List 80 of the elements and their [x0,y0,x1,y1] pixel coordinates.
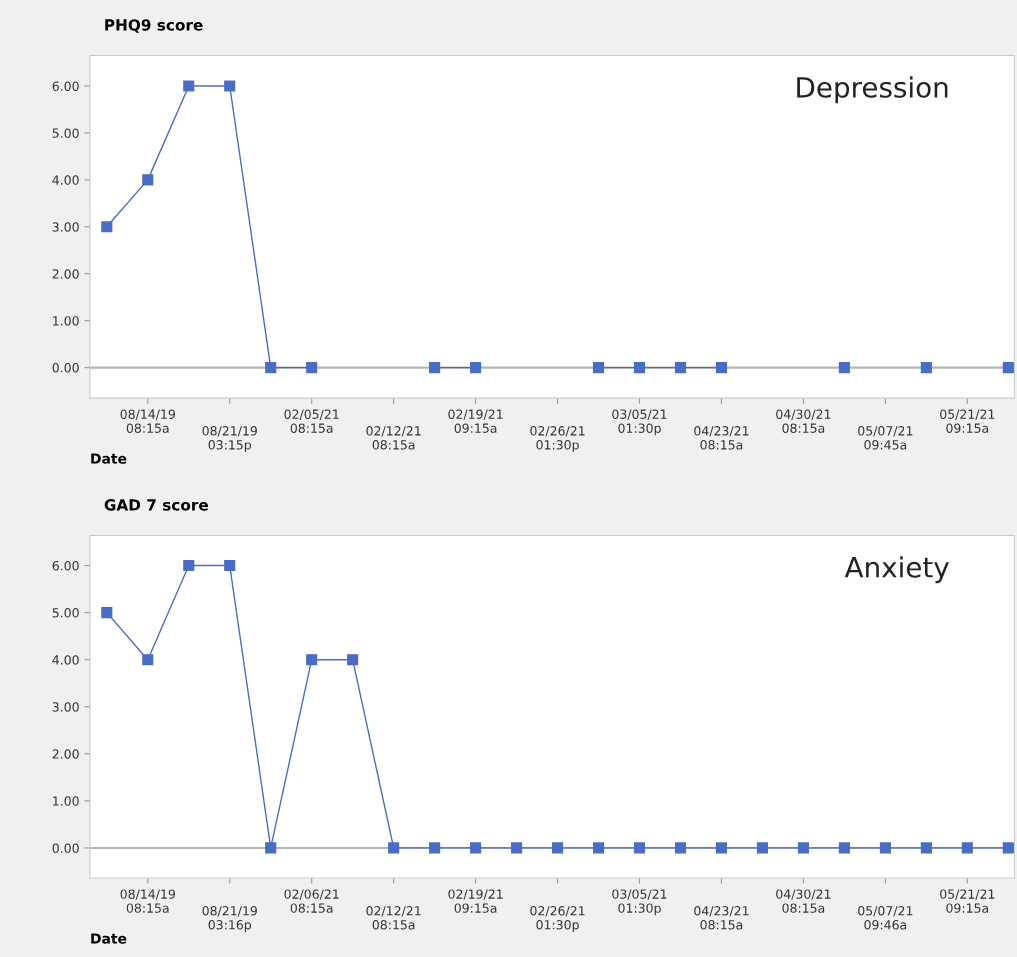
x-tick-label: 05/07/21 09:45a [858,426,913,450]
point [552,842,564,854]
point [633,362,646,374]
point [142,654,154,666]
point [715,362,728,374]
point [592,362,605,374]
point [306,654,318,666]
x-tick-label: 05/21/21 09:15a [940,889,995,913]
point [183,560,195,572]
y-tick-label: 3.00 [52,222,79,232]
point [470,362,482,374]
x-tick-label: 02/12/21 08:15a [366,906,421,930]
x-axis-title: Date [91,933,127,944]
point [388,842,400,854]
x-tick-label: 02/19/21 09:15a [448,889,503,913]
x-tick-label: 03/05/21 01:30p [612,409,667,436]
y-tick-label: 2.00 [52,749,79,759]
x-tick-label: 05/07/21 09:46a [858,906,913,930]
x-tick-label: 08/14/19 08:15a [120,889,175,913]
y-tick-label: 1.00 [53,316,79,326]
point [224,560,236,572]
point [1002,842,1014,854]
point [838,842,850,854]
point [183,80,195,92]
x-tick-label: 02/26/21 01:30p [530,426,585,452]
x-tick-label: 08/21/19 03:16p [202,906,257,932]
annotation: Depression [797,76,948,104]
y-tick-label: 5.00 [52,128,79,138]
x-tick-label: 05/21/21 09:15a [940,409,995,433]
point [633,842,646,854]
point [265,362,277,374]
point [142,174,154,186]
point [920,842,932,854]
y-tick-label: 3.00 [52,702,79,712]
y-tick-label: 5.00 [52,608,79,618]
point [1002,362,1014,374]
x-tick-label: 08/14/19 08:15a [120,409,175,433]
x-tick-label: 03/05/21 01:30p [612,889,667,916]
point [429,362,441,374]
point [306,362,318,374]
point [756,842,769,854]
x-tick-label: 04/30/21 08:15a [776,889,831,913]
y-tick-label: 4.00 [52,655,79,665]
y-tick-label: 2.00 [52,269,79,279]
point [920,362,932,374]
y-tick-label: 6.00 [52,561,79,571]
chart-title: PHQ9 score [105,19,203,33]
point [429,842,441,854]
point [511,842,523,854]
x-tick-label: 04/23/21 08:15a [694,426,749,450]
x-tick-label: 02/26/21 01:30p [530,906,585,932]
x-tick-label: 04/30/21 08:15a [776,409,831,433]
x-tick-label: 04/23/21 08:15a [694,906,749,930]
point [797,842,809,854]
x-axis-title: Date [91,453,127,464]
x-tick-label: 02/19/21 09:15a [448,409,503,433]
point [224,80,236,92]
point [470,842,482,854]
point [101,607,113,619]
y-tick-label: 4.00 [52,175,79,185]
y-tick-label: 0.00 [52,363,79,373]
y-tick-label: 1.00 [53,796,79,806]
point [265,842,277,854]
y-tick-label: 6.00 [52,81,79,91]
x-tick-label: 02/05/21 08:15a [284,409,339,433]
point [715,842,728,854]
annotation: Anxiety [844,556,949,584]
chart-title: GAD 7 score [104,499,208,511]
x-tick-label: 08/21/19 03:15p [202,426,257,452]
x-tick-label: 02/06/21 08:15a [284,889,339,913]
point [592,842,605,854]
y-tick-label: 0.00 [52,843,79,853]
point [674,362,687,374]
x-tick-label: 02/12/21 08:15a [366,426,421,450]
point [838,362,850,374]
point [101,221,113,233]
point [674,842,687,854]
point [879,842,891,854]
point [347,654,359,666]
point [961,842,973,854]
